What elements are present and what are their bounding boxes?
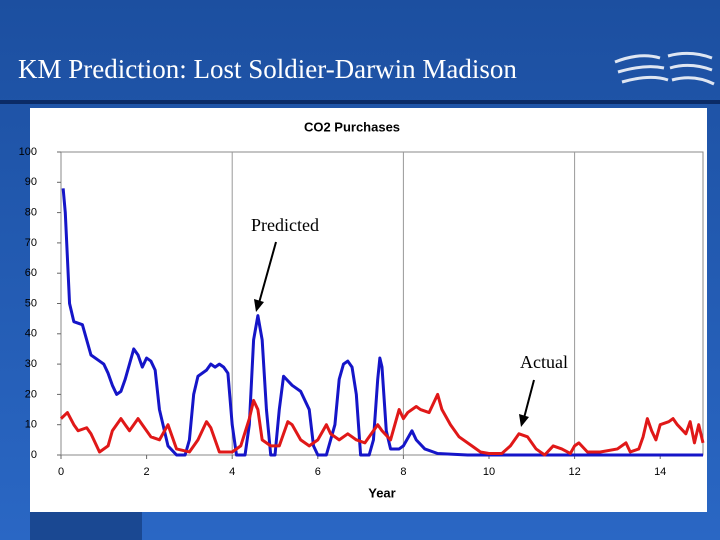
- chart: CO2 Purchases Year 010203040506070809010…: [19, 119, 705, 500]
- y-tick-label: 10: [25, 419, 37, 431]
- x-tick-label: 0: [58, 466, 64, 478]
- y-tick-label: 30: [25, 358, 37, 370]
- y-tick-label: 60: [25, 267, 37, 279]
- x-tick-label: 8: [400, 466, 406, 478]
- y-tick-label: 50: [25, 297, 37, 309]
- x-tick-label: 4: [229, 466, 235, 478]
- annotation: Predicted: [251, 215, 319, 235]
- plot-area: [60, 151, 704, 456]
- x-tick-label: 14: [654, 466, 666, 478]
- line: [59, 392, 705, 457]
- title-rule: [0, 100, 720, 104]
- annotation: Actual: [520, 352, 568, 372]
- x-tick-label: 10: [483, 466, 495, 478]
- y-tick-label: 100: [19, 146, 37, 158]
- arrow-head: [519, 414, 529, 427]
- arrow-line: [258, 241, 277, 304]
- y-tick-label: 40: [25, 328, 37, 340]
- arrow-line: [523, 379, 535, 419]
- y-tick-label: 70: [25, 237, 37, 249]
- x-tick-label: 2: [144, 466, 150, 478]
- y-tick-label: 20: [25, 388, 37, 400]
- y-tick-label: 0: [31, 449, 37, 461]
- slide-title: KM Prediction: Lost Soldier-Darwin Madis…: [18, 54, 517, 84]
- footer-block: [30, 512, 142, 540]
- y-tick-label: 80: [25, 207, 37, 219]
- arrow-head: [254, 299, 264, 312]
- x-tick-label: 12: [568, 466, 580, 478]
- x-axis-label: Year: [368, 485, 395, 500]
- y-tick-label: 90: [25, 176, 37, 188]
- x-tick-label: 6: [315, 466, 321, 478]
- logo: [614, 51, 715, 86]
- chart-title: CO2 Purchases: [304, 119, 400, 134]
- line: [61, 188, 703, 457]
